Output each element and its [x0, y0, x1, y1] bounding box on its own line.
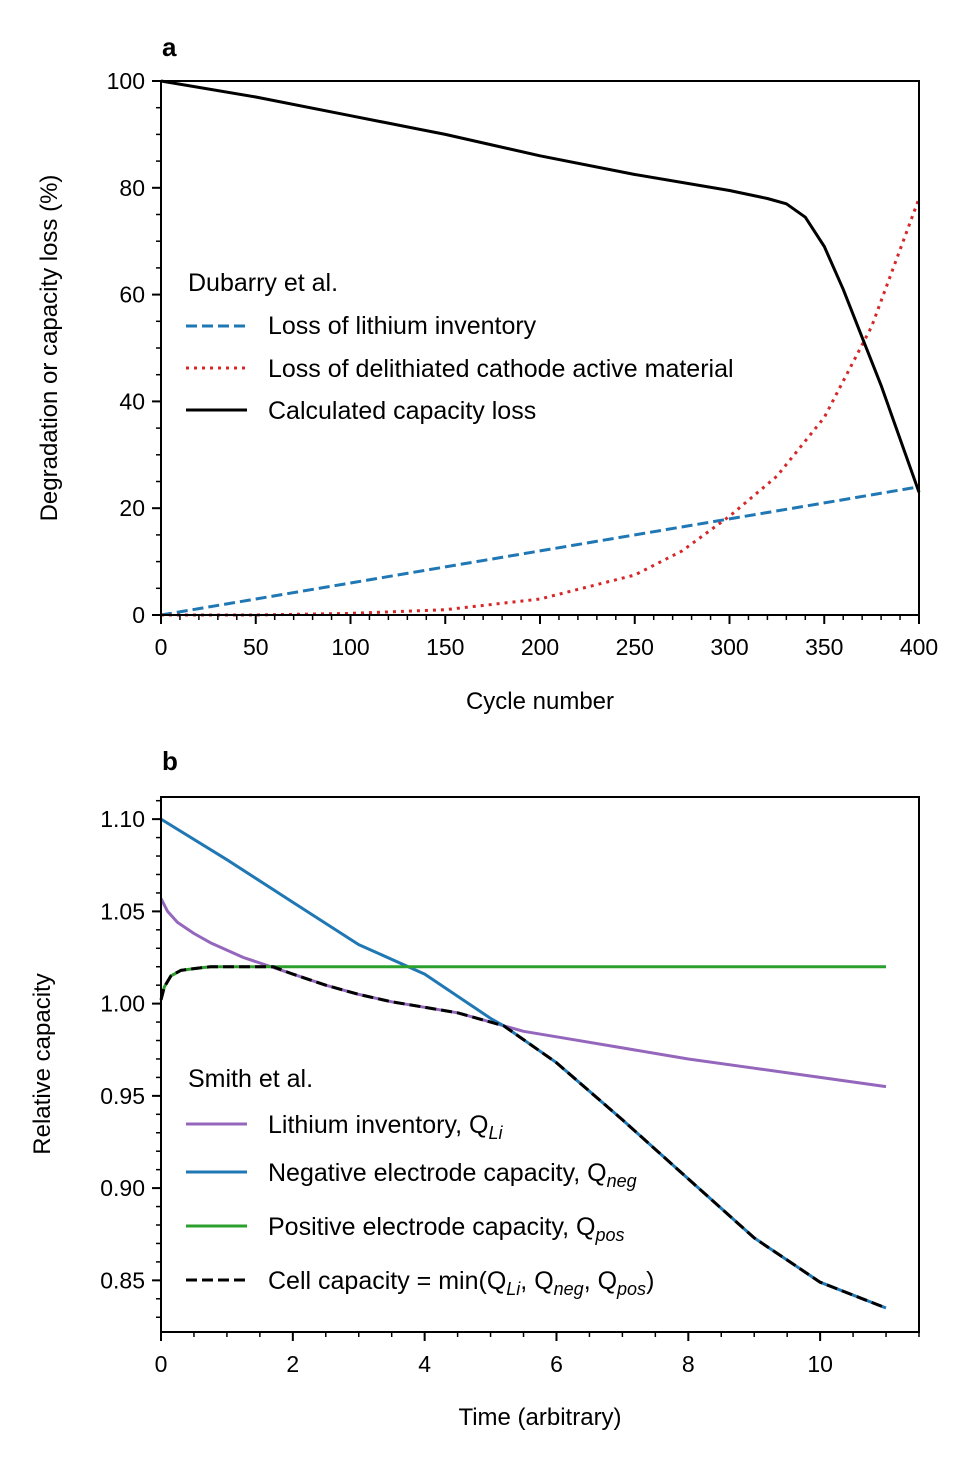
series-line-a-0 — [160, 485, 920, 617]
y-tick-label-a-1: 20 — [119, 495, 145, 521]
legend-a-entry-cathode-material: Loss of delithiated cathode active mater… — [268, 355, 734, 383]
y-tick-label-b-0: 0.85 — [100, 1267, 145, 1293]
x-tick-label-b-5: 10 — [807, 1351, 833, 1377]
x-tick-label-a-7: 350 — [805, 634, 843, 660]
legend-a-title: Dubarry et al. — [188, 269, 338, 297]
legend-b-title: Smith et al. — [188, 1065, 313, 1093]
legend-b-entry-positive-electrode: Positive electrode capacity, Qpos — [268, 1213, 625, 1245]
panel-a-label: a — [162, 32, 177, 62]
panel-b-label: b — [162, 746, 178, 776]
x-axis-label-b: Time (arbitrary) — [458, 1404, 621, 1431]
x-tick-label-b-1: 2 — [286, 1351, 299, 1377]
x-tick-label-b-3: 6 — [550, 1351, 563, 1377]
y-tick-label-b-2: 0.95 — [100, 1083, 145, 1109]
legend-b-entry-negative-electrode: Negative electrode capacity, Qneg — [268, 1159, 637, 1191]
plot-frame-b — [160, 796, 920, 1333]
y-axis-label-a: Degradation or capacity loss (%) — [36, 175, 63, 522]
series-line-a-1 — [161, 197, 921, 617]
y-tick-label-a-2: 40 — [119, 388, 145, 414]
legend-a-entry-lithium-inventory: Loss of lithium inventory — [268, 312, 537, 340]
y-tick-label-b-1: 0.90 — [100, 1175, 145, 1201]
y-tick-label-b-5: 1.10 — [100, 806, 145, 832]
y-tick-label-a-4: 80 — [119, 175, 145, 201]
x-tick-label-b-2: 4 — [418, 1351, 431, 1377]
legend-b-entry-cell-capacity: Cell capacity = min(QLi, Qneg, Qpos) — [268, 1267, 654, 1299]
legend-b: Smith et al. Lithium inventory, QLi Nega… — [186, 1065, 654, 1299]
chart-panel-b: b 0 2 4 6 8 10 0.85 0.90 0.95 1.00 1.05 1.10 Time (… — [29, 746, 920, 1431]
y-tick-label-b-4: 1.05 — [100, 898, 145, 924]
y-tick-label-a-3: 60 — [119, 282, 145, 308]
series-line-a-2 — [160, 79, 921, 493]
x-tick-label-b-4: 8 — [682, 1351, 695, 1377]
x-tick-label-a-0: 0 — [155, 634, 168, 660]
y-axis-label-b: Relative capacity — [29, 973, 56, 1154]
legend-a: Dubarry et al. Loss of lithium inventory… — [186, 269, 734, 425]
x-tick-label-a-5: 250 — [616, 634, 654, 660]
x-tick-label-a-3: 150 — [426, 634, 464, 660]
x-tick-label-a-6: 300 — [710, 634, 748, 660]
y-tick-label-a-5: 100 — [107, 68, 145, 94]
x-tick-label-a-4: 200 — [521, 634, 559, 660]
legend-a-entry-capacity-loss: Calculated capacity loss — [268, 397, 536, 425]
x-tick-label-b-0: 0 — [155, 1351, 168, 1377]
legend-b-entry-lithium-inventory: Lithium inventory, QLi — [268, 1111, 503, 1143]
series-line-b-3 — [159, 965, 887, 1310]
chart-panel-a: a 0 50 100 150 200 250 300 350 400 0 20 40 60 80 100 C… — [36, 32, 938, 715]
x-tick-label-a-8: 400 — [900, 634, 938, 660]
x-tick-label-a-2: 100 — [331, 634, 369, 660]
y-tick-label-a-0: 0 — [132, 602, 145, 628]
y-tick-label-b-3: 1.00 — [100, 991, 145, 1017]
series-line-b-0 — [159, 897, 887, 1089]
x-axis-label-a: Cycle number — [466, 688, 614, 715]
x-tick-label-a-1: 50 — [243, 634, 269, 660]
